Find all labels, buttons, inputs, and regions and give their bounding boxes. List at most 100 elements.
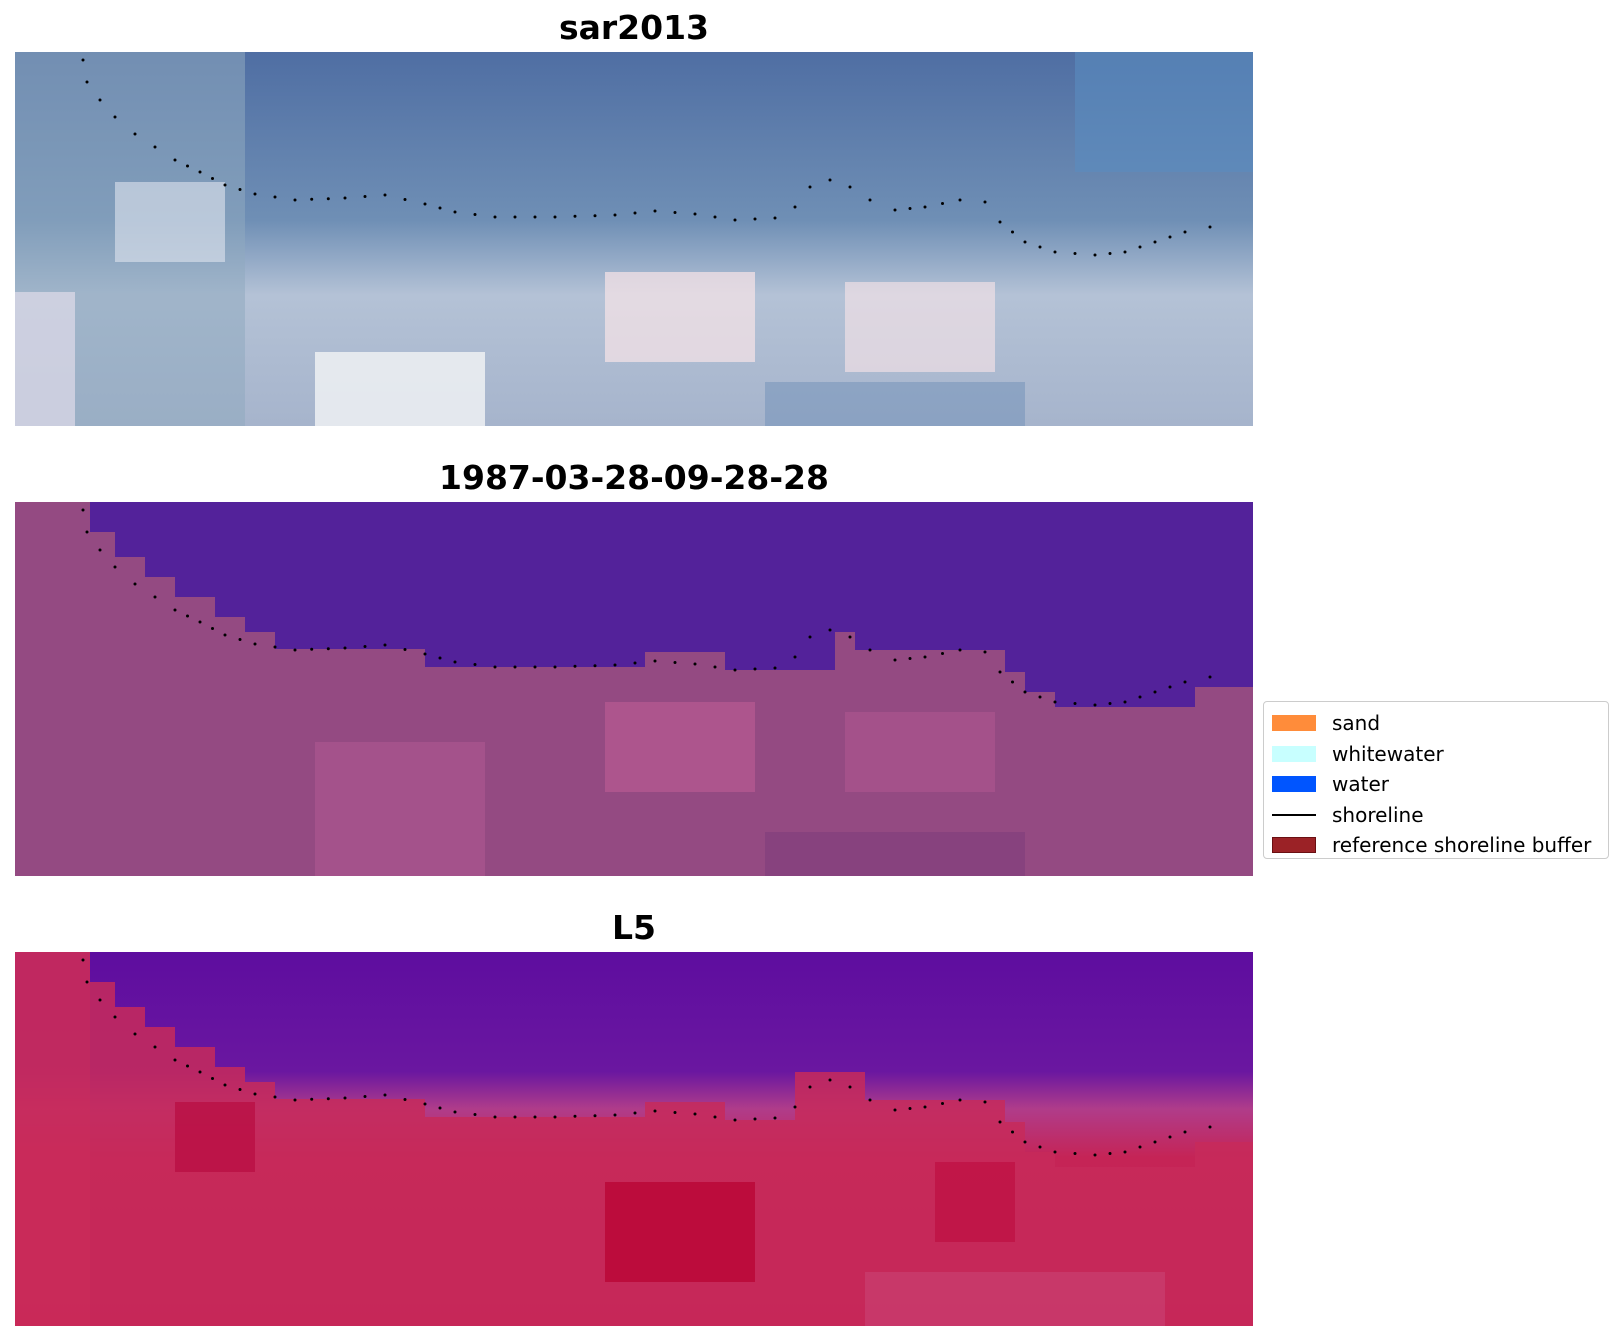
- shoreline-dot: [998, 670, 1002, 674]
- shoreline-dot: [593, 664, 597, 668]
- shoreline-dot: [553, 665, 557, 669]
- shoreline-dot: [653, 209, 657, 213]
- shoreline-dot: [211, 627, 214, 630]
- shoreline-dot: [958, 648, 962, 652]
- legend-label-water: water: [1332, 772, 1389, 797]
- shoreline-dot: [533, 1115, 537, 1119]
- shoreline-dot: [733, 1118, 737, 1122]
- shoreline-dot: [753, 667, 757, 671]
- shoreline-dot: [553, 1115, 557, 1119]
- legend-label-reference-buffer: reference shoreline buffer: [1332, 833, 1592, 858]
- shoreline-dot: [293, 198, 297, 202]
- shoreline-dot: [513, 215, 517, 219]
- shoreline-dot: [733, 218, 737, 222]
- shoreline-dot: [808, 1085, 812, 1089]
- shoreline-dot: [343, 1096, 347, 1100]
- sand-swatch: [1272, 715, 1316, 732]
- shoreline-dot: [173, 1058, 177, 1062]
- shoreline-dot: [793, 205, 797, 209]
- shoreline-dot: [893, 208, 897, 212]
- shoreline-dot: [1011, 1130, 1014, 1134]
- reference-buffer-swatch: [1272, 837, 1316, 854]
- shoreline-dot: [1168, 235, 1172, 239]
- shoreline-dot: [1053, 250, 1057, 254]
- shoreline-dot: [908, 1107, 912, 1110]
- shoreline-dot: [1138, 245, 1142, 249]
- shoreline-dot: [773, 666, 777, 670]
- shoreline-dot: [1093, 253, 1097, 257]
- shoreline-dot: [1168, 1135, 1172, 1139]
- shoreline-dot: [693, 1112, 697, 1116]
- shoreline-dot: [310, 1097, 314, 1101]
- shoreline-dot: [958, 1098, 962, 1102]
- shoreline-dot: [363, 195, 367, 198]
- shoreline-dot: [493, 665, 497, 669]
- shoreline-dot: [186, 1064, 189, 1068]
- shoreline-dot: [326, 1097, 330, 1101]
- shoreline-dot: [223, 633, 227, 637]
- shoreline-dot: [343, 646, 347, 650]
- shoreline-dot: [713, 215, 717, 219]
- shoreline-dot: [908, 657, 912, 660]
- shoreline-dot: [1138, 1145, 1142, 1149]
- shoreline-dot: [363, 1095, 367, 1098]
- shoreline-dot: [211, 177, 214, 180]
- shoreline-dot: [403, 648, 407, 651]
- shoreline-dot: [513, 665, 517, 669]
- shoreline-dot: [713, 665, 717, 669]
- legend: sand whitewater water shoreline referenc…: [1263, 701, 1609, 859]
- shoreline-dot: [273, 645, 277, 649]
- shoreline-line-swatch: [1272, 813, 1316, 816]
- shoreline-dot: [941, 202, 944, 205]
- shoreline-dot: [848, 635, 852, 639]
- whitewater-swatch: [1272, 745, 1316, 762]
- shoreline-dot: [573, 214, 577, 218]
- shoreline-dot: [438, 206, 442, 210]
- shoreline-dot: [343, 196, 347, 200]
- shoreline-dot: [923, 655, 927, 659]
- shoreline-dot: [753, 1117, 757, 1121]
- shoreline-dot: [593, 214, 597, 218]
- shoreline-dot: [493, 1115, 497, 1119]
- shoreline-dot: [828, 628, 832, 632]
- shoreline-dot: [1023, 690, 1027, 694]
- shoreline-dot: [1073, 252, 1077, 255]
- shoreline-dot: [773, 216, 777, 220]
- shoreline-dot: [998, 1120, 1002, 1124]
- shoreline-dot: [633, 661, 637, 665]
- shoreline-dot: [473, 663, 477, 666]
- shoreline-dot: [81, 508, 85, 512]
- shoreline-dot: [113, 565, 117, 569]
- shoreline-dot: [1123, 700, 1127, 704]
- shoreline-dot: [848, 1085, 852, 1089]
- shoreline-dot: [423, 652, 427, 656]
- shoreline-dot: [828, 178, 832, 182]
- shoreline-dot: [273, 195, 277, 199]
- shoreline-dot: [1138, 695, 1142, 699]
- shoreline-dot: [383, 643, 387, 647]
- shoreline-dot: [1038, 695, 1042, 699]
- shoreline-dot: [98, 998, 102, 1002]
- water-swatch: [1272, 776, 1316, 793]
- shoreline-dot: [1208, 225, 1212, 229]
- panel-title-rgb: sar2013: [558, 8, 710, 47]
- legend-label-shoreline: shoreline: [1332, 802, 1424, 827]
- shoreline-dot: [941, 652, 944, 655]
- shoreline-dot: [1208, 675, 1212, 679]
- shoreline-dot: [253, 1092, 257, 1096]
- shoreline-dot: [653, 659, 657, 663]
- shoreline-dot: [613, 1113, 617, 1117]
- shoreline-dots-rgb: [81, 58, 1212, 257]
- shoreline-dot: [85, 980, 89, 984]
- shoreline-dot: [238, 188, 242, 191]
- legend-label-whitewater: whitewater: [1332, 741, 1444, 766]
- shoreline-dot: [423, 1102, 427, 1106]
- shoreline-dot: [186, 614, 189, 618]
- shoreline-dot: [403, 1098, 407, 1101]
- shoreline-dot: [808, 635, 812, 639]
- shoreline-dot: [363, 645, 367, 648]
- shoreline-dot: [633, 211, 637, 215]
- shoreline-dot: [310, 647, 314, 651]
- shoreline-dot: [753, 217, 757, 221]
- legend-item-shoreline: shoreline: [1272, 800, 1608, 831]
